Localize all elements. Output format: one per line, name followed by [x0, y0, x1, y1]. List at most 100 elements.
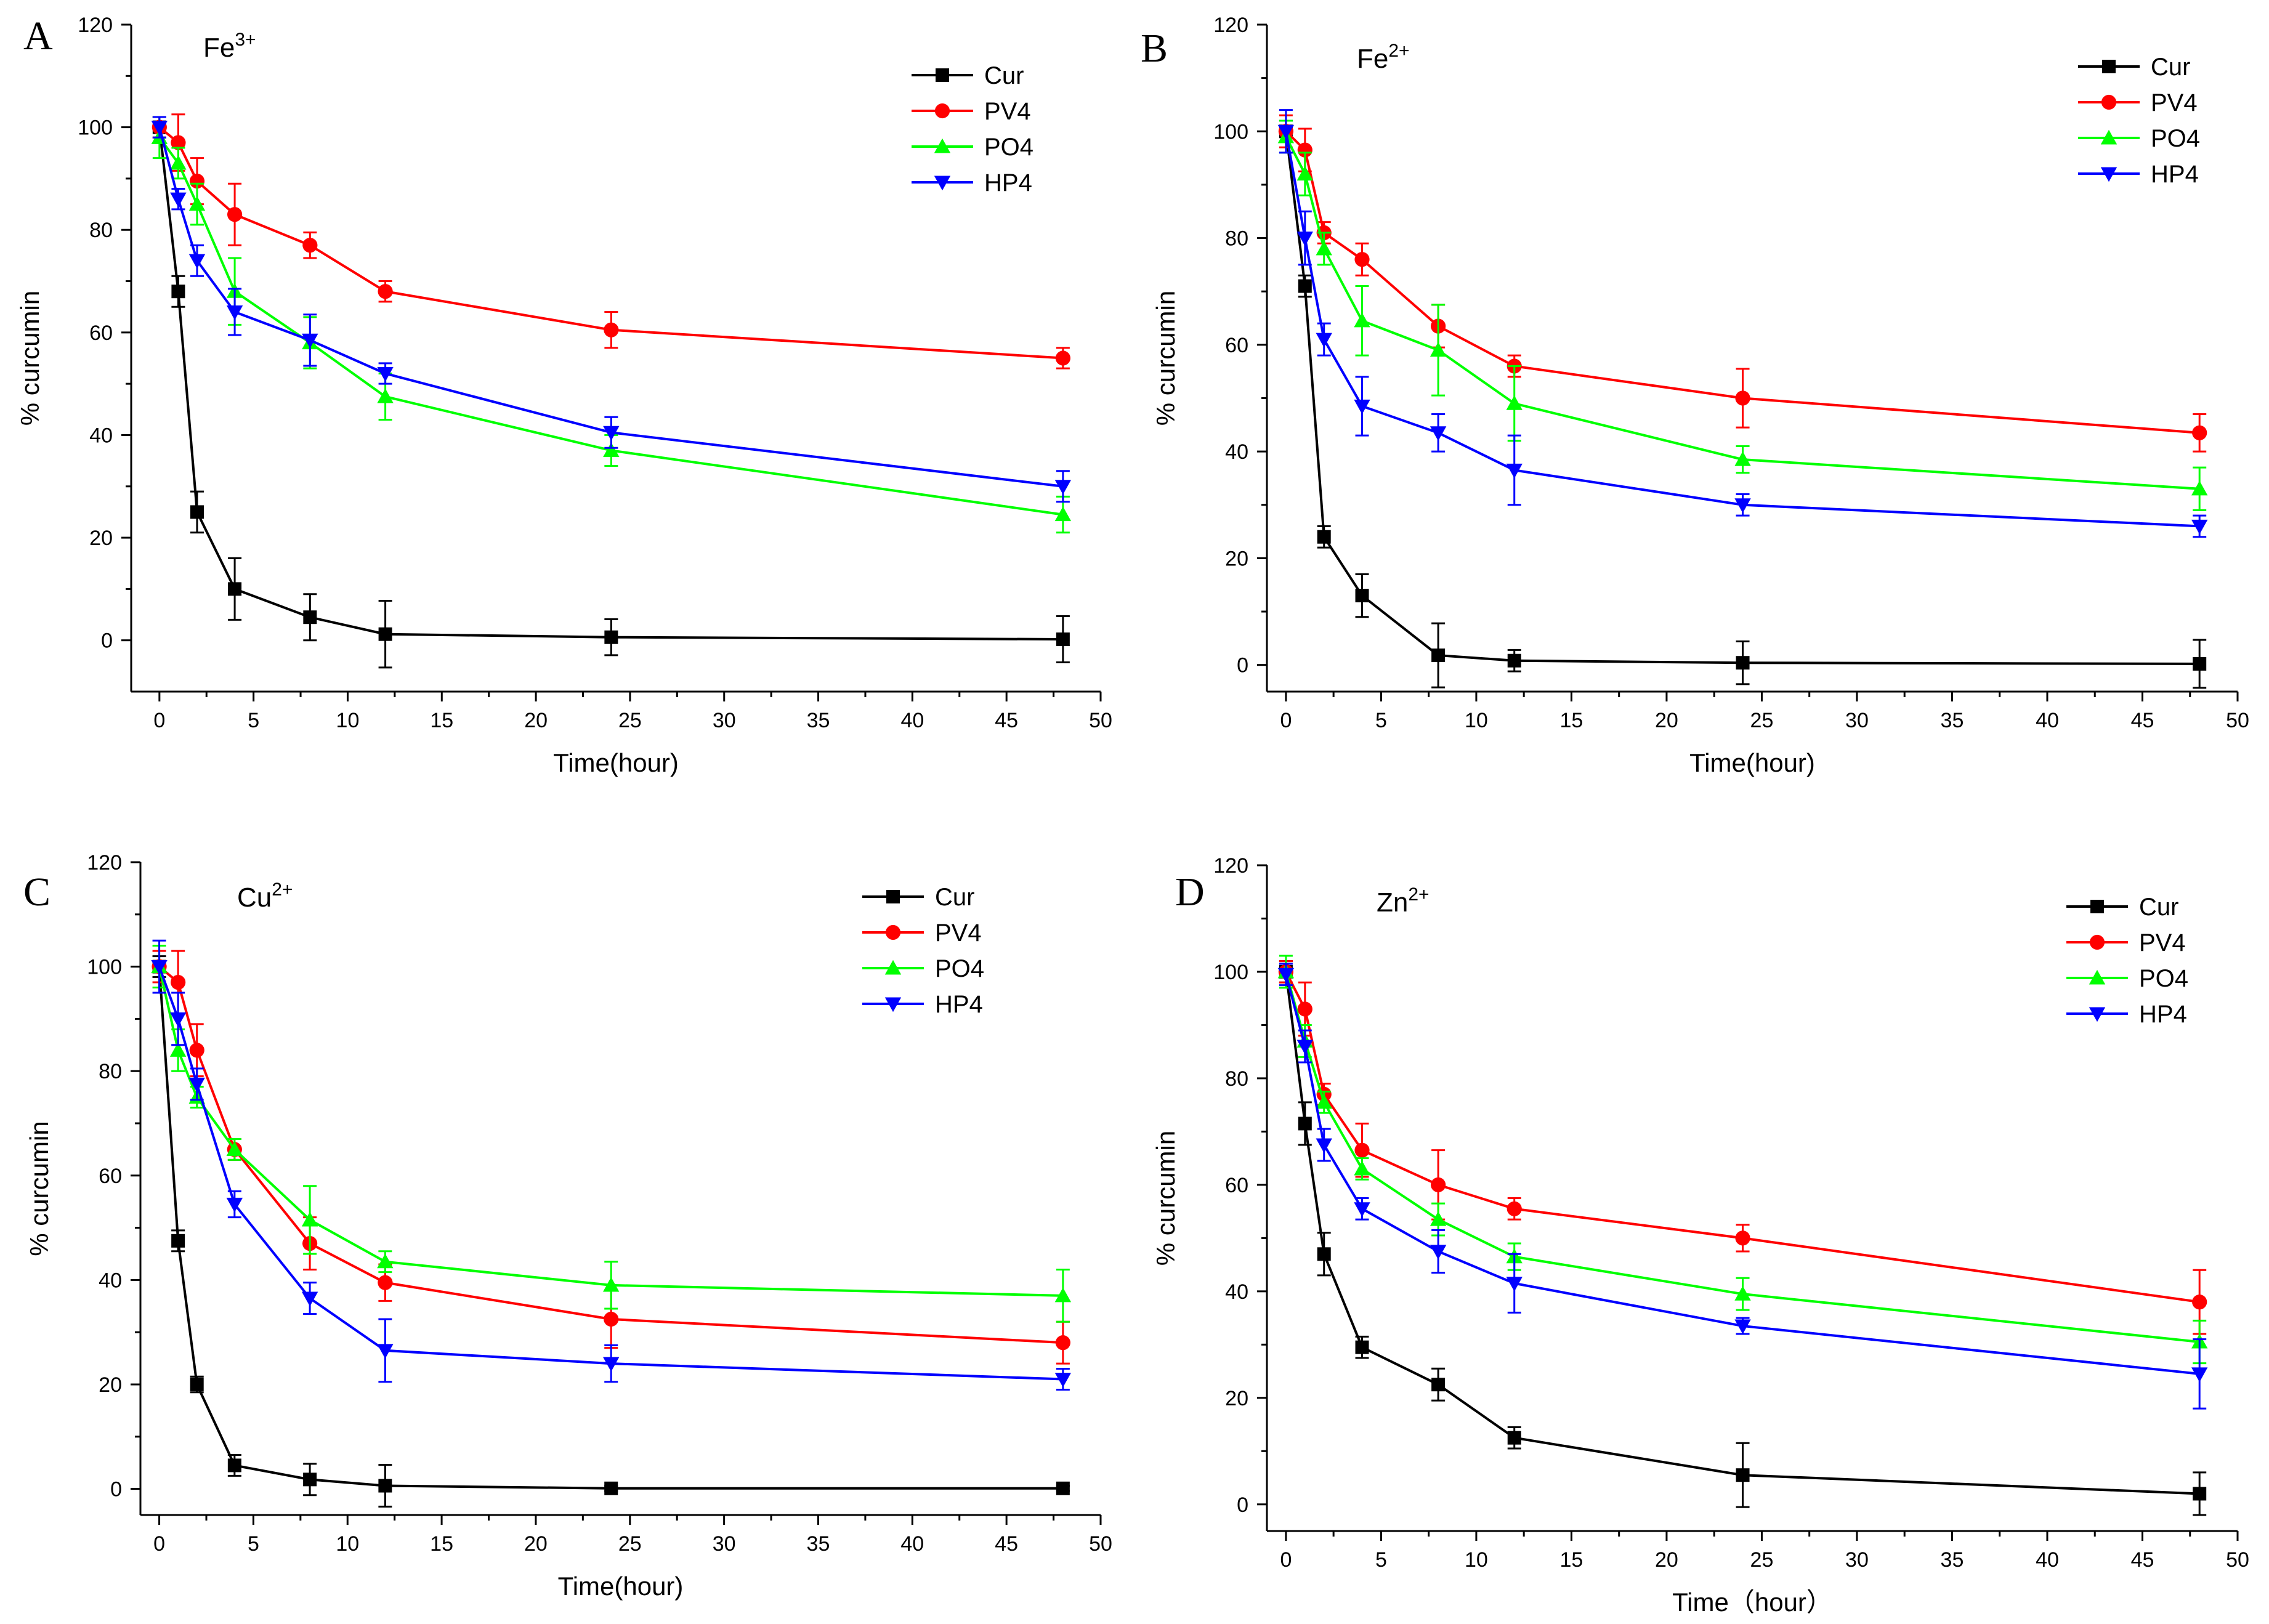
legend: Cur PV4 PO4 HP4 [912, 62, 1033, 196]
x-tick-label: 0 [1280, 709, 1292, 732]
legend-marker [2089, 969, 2106, 985]
data-point [1354, 399, 1370, 414]
x-tick-label: 40 [2036, 709, 2059, 732]
x-tick-label: 5 [1375, 709, 1387, 732]
legend-marker [936, 68, 949, 82]
x-tick-label: 15 [1560, 709, 1583, 732]
x-tick-label: 25 [618, 1532, 642, 1556]
x-tick-label: 50 [1089, 1532, 1112, 1556]
data-point [1316, 240, 1332, 256]
data-point [1735, 1230, 1750, 1246]
series-line [158, 966, 1063, 1381]
x-tick-label: 15 [430, 1532, 453, 1556]
legend-label: Cur [935, 884, 974, 911]
x-tick-label: 45 [995, 1532, 1018, 1556]
y-tick-label: 100 [1213, 120, 1248, 143]
y-tick-label: 0 [101, 629, 113, 653]
data-point [189, 173, 205, 189]
data-point [1055, 1335, 1070, 1351]
data-point [1507, 1201, 1522, 1216]
data-point [1054, 1287, 1072, 1303]
data-point [1354, 1202, 1370, 1217]
series-line [1285, 971, 2200, 1304]
series-po4 [151, 116, 1072, 534]
y-axis-label: % curcumin [25, 1121, 54, 1256]
x-tick-label: 40 [900, 1532, 924, 1556]
chart-panel-B: 0 5 10 15 20 25 30 35 40 45 50 0 20 40 60 80 100 120 Time(… [1141, 14, 2249, 777]
x-tick-label: 20 [524, 1532, 548, 1556]
data-point [1056, 1481, 1070, 1495]
series-po4 [1277, 119, 2208, 511]
data-point [151, 960, 168, 975]
legend-marker [2100, 167, 2117, 182]
y-axis-label: % curcumin [1151, 291, 1180, 426]
panel-letter: D [1175, 870, 1205, 915]
data-point [1354, 252, 1370, 267]
data-point [603, 1357, 620, 1372]
x-tick-label: 15 [1560, 1548, 1583, 1572]
x-tick-label: 20 [1655, 709, 1678, 732]
data-point [604, 630, 618, 644]
data-point [151, 121, 168, 135]
y-tick-label: 0 [110, 1478, 122, 1501]
data-point [228, 582, 242, 596]
data-point [188, 254, 206, 269]
data-point [1734, 1319, 1751, 1335]
legend-label: HP4 [2139, 1001, 2187, 1028]
x-tick-label: 30 [1845, 1548, 1869, 1572]
data-point [1317, 530, 1331, 544]
data-point [1430, 1245, 1447, 1260]
chart-title-ion: Zn [1377, 887, 1408, 918]
legend: Cur PV4 PO4 HP4 [862, 884, 984, 1018]
series-pv4 [1278, 114, 2207, 453]
data-point [1298, 279, 1312, 293]
y-axis-label: % curcumin [15, 291, 44, 426]
data-point [1430, 342, 1447, 357]
data-point [1297, 142, 1312, 158]
legend-marker [885, 924, 901, 940]
data-point [1055, 350, 1070, 366]
data-point [171, 974, 186, 990]
data-point [227, 207, 243, 222]
data-point [1506, 463, 1523, 479]
x-tick-label: 0 [153, 1532, 165, 1556]
y-tick-label: 80 [99, 1060, 122, 1083]
data-point [1735, 390, 1750, 406]
data-point [2191, 519, 2208, 535]
data-point [1355, 589, 1369, 603]
data-point [302, 333, 318, 349]
y-tick-label: 20 [99, 1373, 122, 1397]
data-point [1430, 1211, 1447, 1226]
data-point [301, 1211, 318, 1227]
legend-marker [2089, 934, 2105, 950]
data-point [2191, 480, 2208, 496]
data-point [1316, 1138, 1332, 1153]
data-point [378, 284, 393, 299]
x-tick-label: 5 [1375, 1548, 1387, 1572]
x-tick-label: 15 [430, 709, 453, 732]
x-tick-label: 5 [248, 709, 259, 732]
legend-marker [2100, 129, 2117, 145]
legend-marker [934, 176, 951, 191]
data-point [603, 426, 620, 441]
data-point [378, 1275, 393, 1290]
data-point [190, 1378, 204, 1391]
x-tick-label: 5 [248, 1532, 259, 1556]
y-tick-label: 100 [78, 116, 113, 140]
data-point [1296, 232, 1314, 246]
chart-title-ion: Fe [203, 33, 235, 63]
legend-label: Cur [2139, 894, 2178, 921]
data-point [2193, 1487, 2207, 1501]
x-tick-label: 45 [2131, 1548, 2154, 1572]
data-point [1297, 1001, 1312, 1017]
legend-label: PO4 [984, 134, 1033, 161]
data-point [226, 1141, 243, 1156]
series-hp4 [151, 939, 1072, 1391]
y-tick-label: 100 [1213, 961, 1248, 984]
y-tick-label: 0 [1237, 654, 1248, 677]
x-tick-label: 45 [2131, 709, 2154, 732]
data-point [377, 366, 394, 382]
legend-label: PV4 [2139, 929, 2186, 956]
legend-label: Cur [2151, 54, 2190, 81]
series-line [1285, 136, 2200, 490]
